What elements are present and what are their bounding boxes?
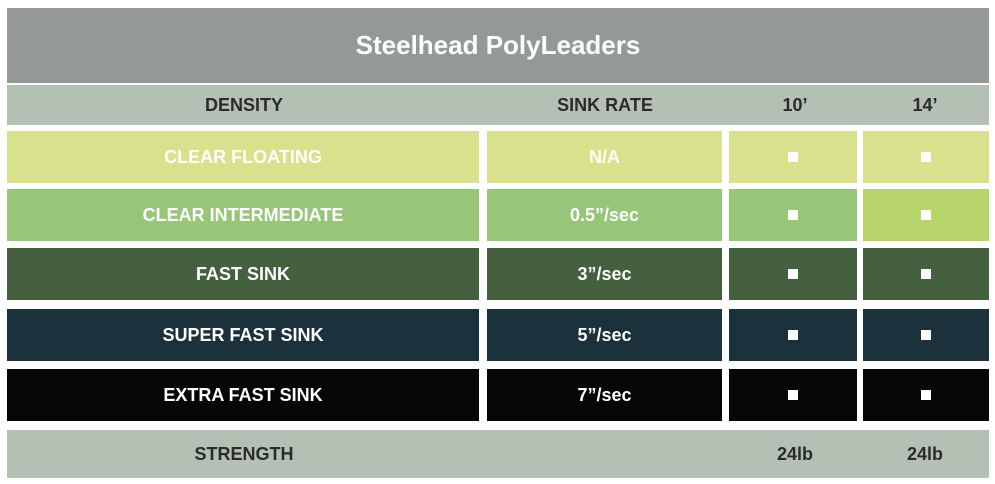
- density-cell: SUPER FAST SINK: [7, 309, 479, 361]
- strength-length-14: 24lb: [861, 430, 989, 478]
- density-cell: EXTRA FAST SINK: [7, 369, 479, 421]
- availability-square-icon: [788, 269, 798, 279]
- length-14-cell: [863, 309, 989, 361]
- availability-square-icon: [788, 390, 798, 400]
- strength-spacer: [481, 430, 729, 478]
- sink-rate-cell: 5”/sec: [487, 309, 722, 361]
- availability-square-icon: [921, 210, 931, 220]
- sink-rate-cell: N/A: [487, 131, 722, 183]
- availability-square-icon: [921, 152, 931, 162]
- sink-rate-cell: 3”/sec: [487, 248, 722, 300]
- availability-square-icon: [921, 269, 931, 279]
- availability-square-icon: [788, 330, 798, 340]
- table-title: Steelhead PolyLeaders: [7, 8, 989, 83]
- availability-square-icon: [921, 390, 931, 400]
- length-10-cell: [729, 309, 857, 361]
- strength-length-10: 24lb: [729, 430, 861, 478]
- sink-rate-cell: 7”/sec: [487, 369, 722, 421]
- availability-square-icon: [788, 210, 798, 220]
- sink-rate-cell: 0.5”/sec: [487, 189, 722, 241]
- length-14-cell: [863, 248, 989, 300]
- length-14-cell: [863, 369, 989, 421]
- density-cell: CLEAR FLOATING: [7, 131, 479, 183]
- length-14-cell: [863, 189, 989, 241]
- strength-label: STRENGTH: [7, 430, 481, 478]
- header-density: DENSITY: [7, 85, 481, 125]
- density-cell: CLEAR INTERMEDIATE: [7, 189, 479, 241]
- availability-square-icon: [921, 330, 931, 340]
- availability-square-icon: [788, 152, 798, 162]
- header-length-14: 14’: [861, 85, 989, 125]
- length-10-cell: [729, 131, 857, 183]
- length-10-cell: [729, 369, 857, 421]
- length-10-cell: [729, 248, 857, 300]
- density-cell: FAST SINK: [7, 248, 479, 300]
- length-14-cell: [863, 131, 989, 183]
- header-length-10: 10’: [729, 85, 861, 125]
- header-sink-rate: SINK RATE: [481, 85, 729, 125]
- length-10-cell: [729, 189, 857, 241]
